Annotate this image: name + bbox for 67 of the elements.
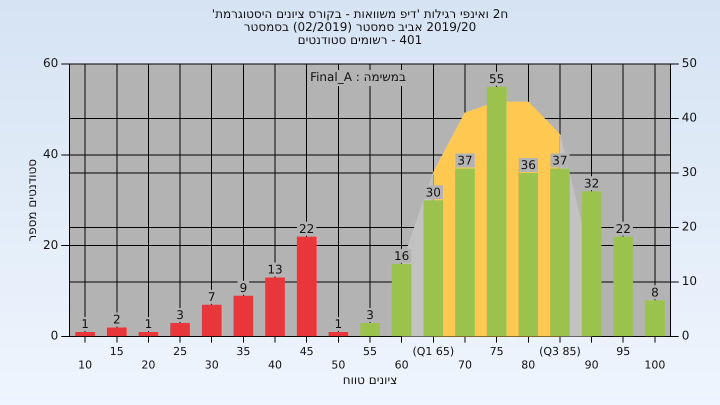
- data-label: 13: [267, 262, 283, 277]
- x-tick-label: 45: [300, 345, 314, 358]
- data-label: 1: [144, 317, 152, 332]
- data-label: 8: [651, 285, 659, 300]
- bar: [360, 322, 380, 336]
- x-tick-label: 70: [458, 358, 472, 372]
- data-label: 7: [208, 290, 216, 304]
- y2-tick-label: 20: [682, 220, 698, 234]
- data-label: 9: [240, 280, 248, 295]
- bar: [138, 332, 158, 336]
- x-tick-label: 95: [616, 345, 630, 358]
- x-tick-label: 55: [363, 345, 377, 358]
- y-axis-title: מספר סטודנטים: [25, 158, 40, 242]
- data-label: 55: [488, 72, 504, 86]
- data-label: 16: [394, 249, 410, 264]
- bar: [296, 236, 316, 336]
- data-label: 37: [552, 154, 568, 168]
- x-tick-label: 100: [644, 358, 666, 372]
- x-tick-label: 60: [394, 358, 409, 372]
- x-tick-label: 80: [521, 358, 536, 372]
- x-tick-label: 40: [268, 358, 282, 372]
- bar: [518, 173, 538, 336]
- x-tick-label: 15: [110, 345, 124, 358]
- bar: [486, 86, 506, 336]
- data-label: 32: [584, 176, 600, 190]
- data-label: 1: [81, 317, 89, 332]
- data-label: 2: [112, 312, 121, 327]
- x-tick-label: (Q3 85): [539, 345, 581, 358]
- x-tick-label: 75: [490, 345, 504, 358]
- chart-title: 'היסטוגרמת ציונים בקורס - משוואות דיפ' רגילות ואינפי 2ח בסמסטר (02/2019) סמסטר אביב 2019/20 סטודנטים רשומים - 401: [212, 7, 508, 48]
- annotation: Final_A : במשימה: [310, 70, 406, 84]
- y2-tick-label: 30: [682, 165, 698, 180]
- data-label: 37: [457, 154, 473, 168]
- y-tick-label: 60: [42, 56, 58, 70]
- bar: [170, 322, 190, 336]
- bar: [106, 328, 127, 336]
- x-axis-title: טווח ציונים: [342, 373, 398, 388]
- bar: [202, 304, 222, 336]
- bar: [613, 236, 634, 336]
- x-tick-label: 50: [331, 358, 346, 372]
- y2-tick-label: 40: [682, 110, 698, 125]
- y-tick-label: 0: [50, 328, 58, 343]
- data-label: 22: [616, 222, 631, 236]
- bar: [328, 332, 348, 336]
- data-label: 22: [299, 222, 314, 236]
- bar: [234, 296, 254, 336]
- x-tick-label: 90: [584, 358, 599, 372]
- x-tick-label: 20: [141, 358, 156, 372]
- y2-tick-label: 10: [682, 274, 698, 288]
- bar: [455, 168, 475, 336]
- x-tick-label: 10: [78, 358, 92, 372]
- x-tick-label: 25: [173, 345, 188, 358]
- y2-tick-label: 0: [682, 328, 690, 343]
- x-tick-label: 35: [236, 345, 250, 358]
- bar: [265, 278, 285, 336]
- data-label: 36: [520, 158, 536, 172]
- y-tick-label: 20: [42, 238, 58, 252]
- y2-tick-label: 50: [682, 56, 698, 70]
- data-label: 1: [334, 317, 342, 332]
- bar: [645, 300, 665, 336]
- x-tick-label: (Q1 65): [412, 345, 454, 358]
- x-tick-label: 30: [204, 358, 219, 372]
- data-label: 30: [426, 185, 441, 200]
- bar: [75, 332, 95, 336]
- data-label: 3: [366, 308, 374, 322]
- data-label: 3: [176, 308, 184, 322]
- y-tick-label: 40: [42, 146, 58, 161]
